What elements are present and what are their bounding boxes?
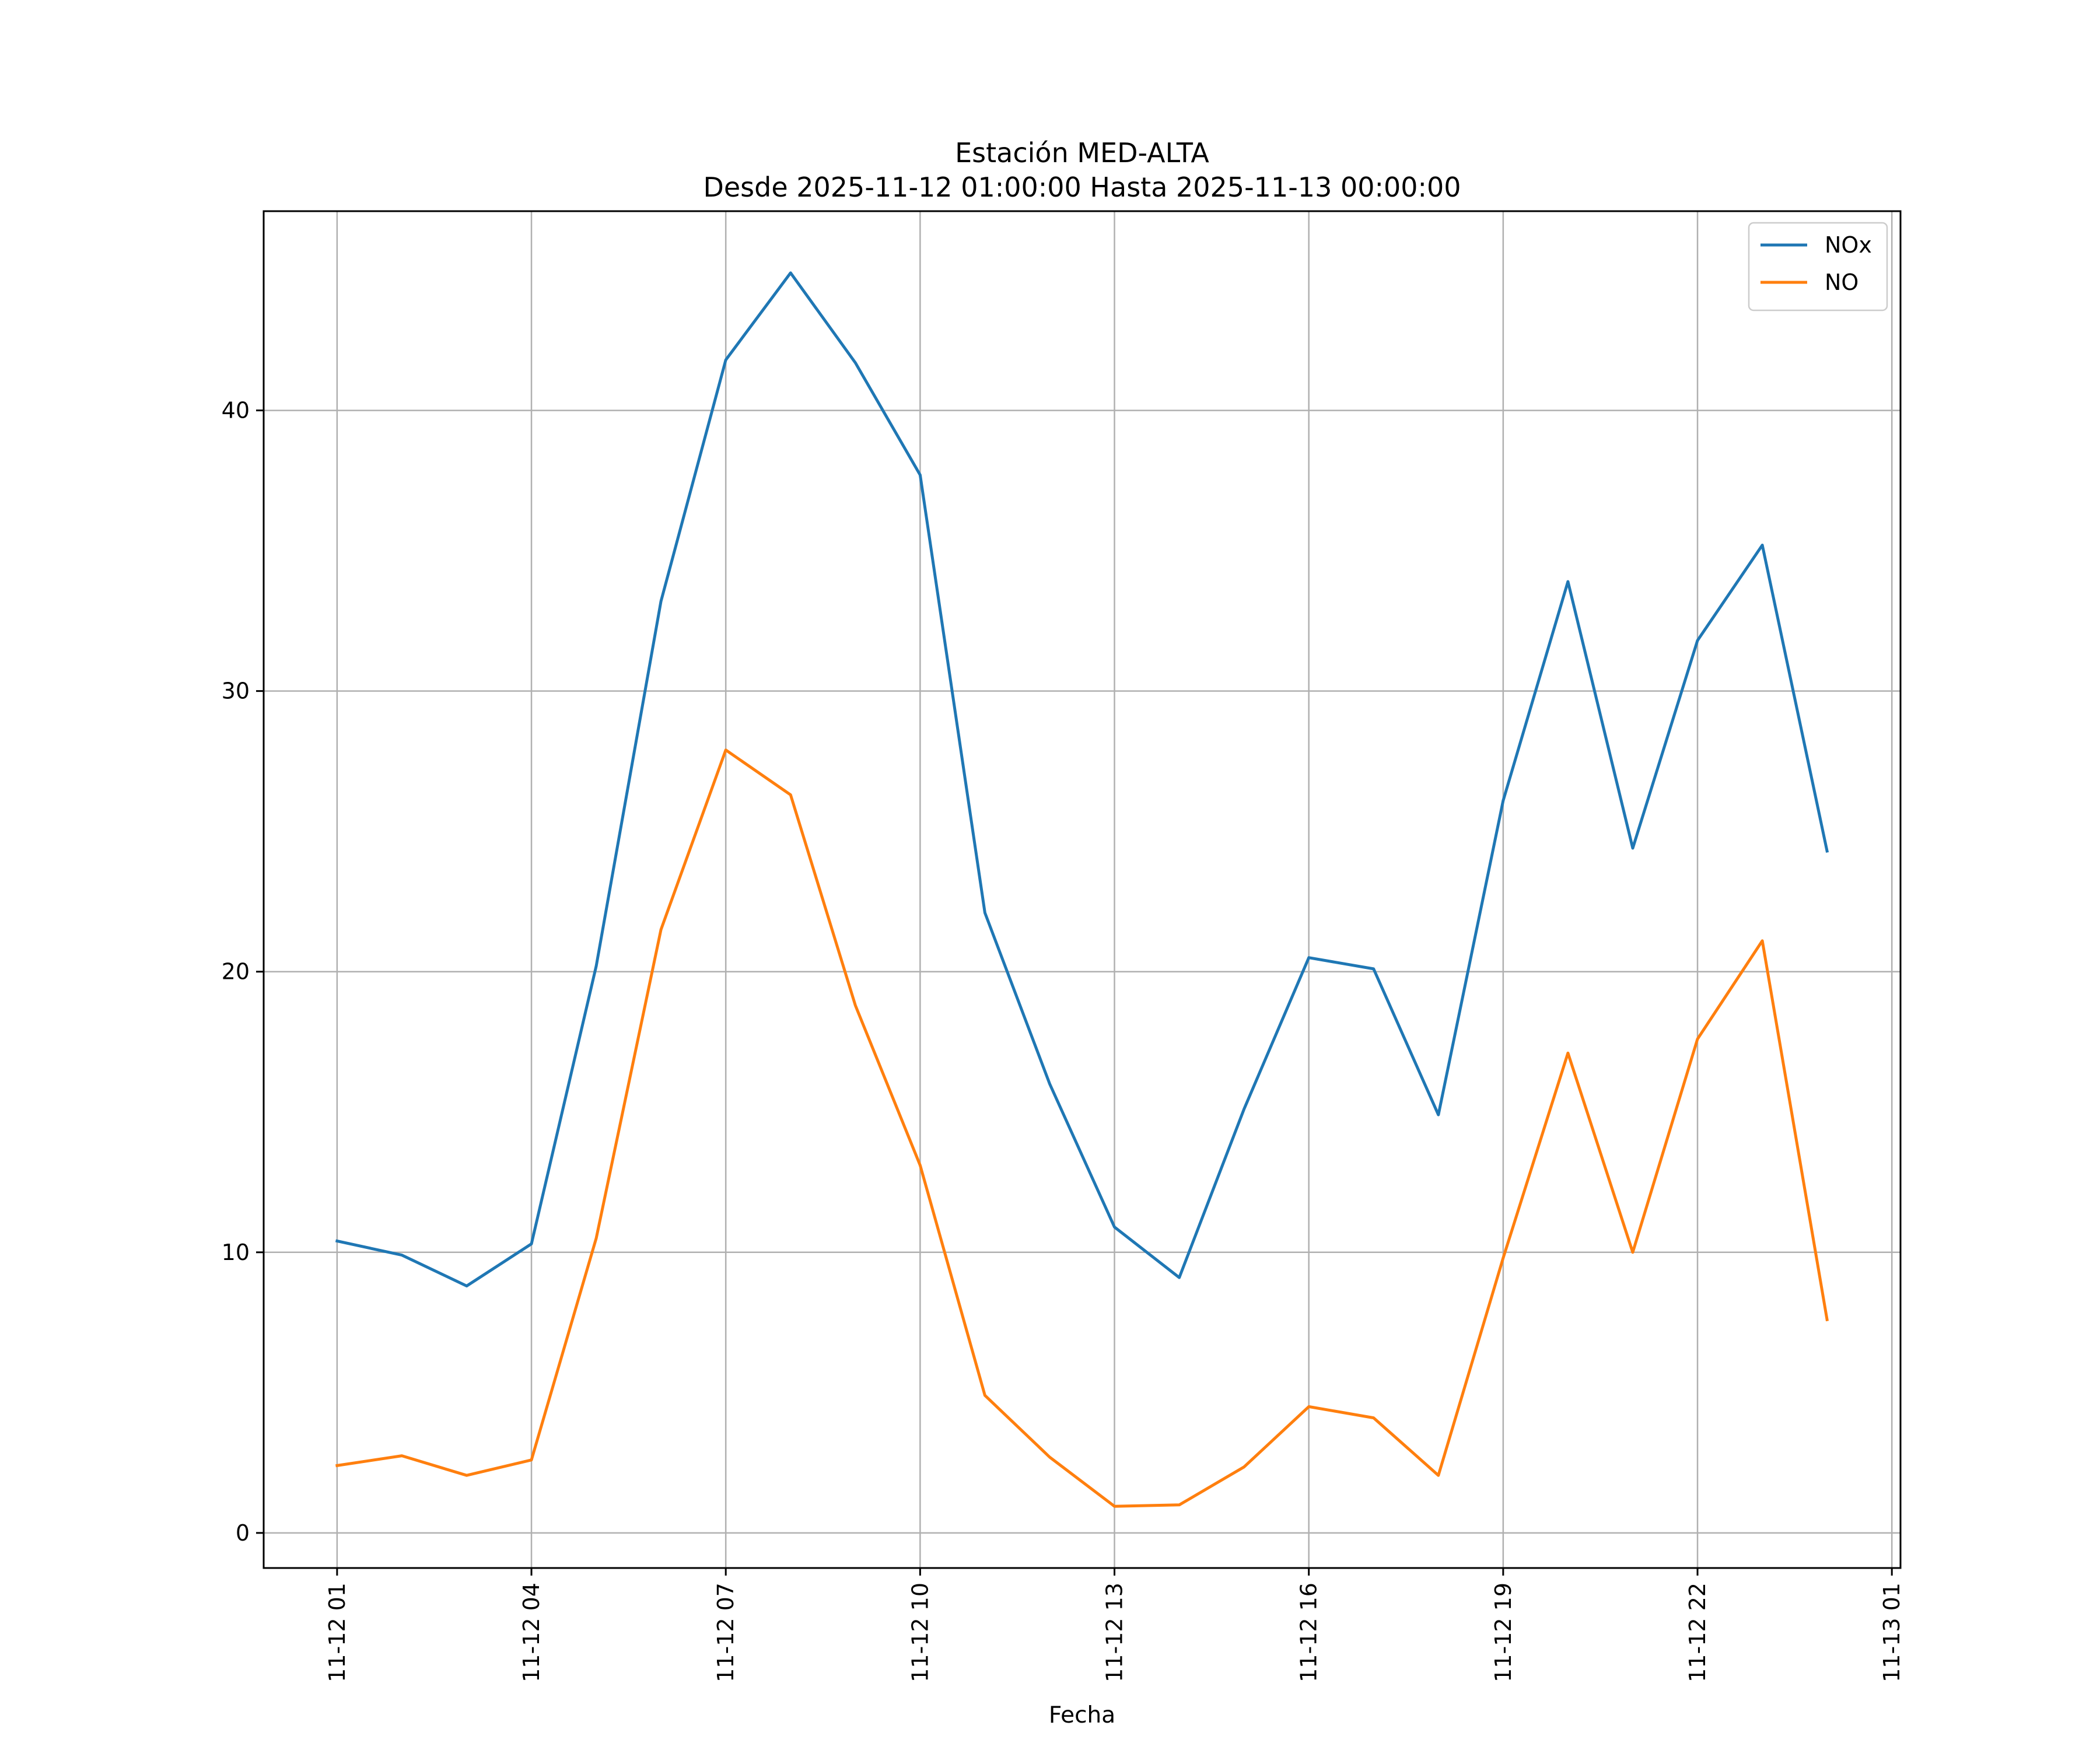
- y-tick-label: 0: [236, 1520, 250, 1546]
- chart-title: Estación MED-ALTA: [955, 137, 1209, 169]
- series-line-nox: [335, 271, 1829, 1287]
- x-axis-label: Fecha: [1049, 1702, 1115, 1728]
- x-tick-label: 11-12 13: [1102, 1583, 1128, 1682]
- plot-frame: [262, 210, 1902, 1569]
- x-tick-label: 11-12 10: [907, 1583, 933, 1682]
- y-tick-label: 30: [222, 678, 250, 704]
- y-axis: 0 10 20 30 40: [222, 398, 264, 1546]
- y-tick-label: 10: [222, 1240, 250, 1265]
- x-tick-label: 11-12 16: [1296, 1583, 1322, 1682]
- grid: [264, 211, 1901, 1568]
- x-tick-label: 11-12 01: [324, 1583, 350, 1682]
- series-line-no: [335, 748, 1829, 1508]
- chart-subtitle: Desde 2025-11-12 01:00:00 Hasta 2025-11-…: [703, 172, 1461, 203]
- x-axis: 11-12 01 11-12 04 11-12 07 11-12 10 11-12 13…: [324, 1568, 1905, 1682]
- y-tick-label: 40: [222, 398, 250, 424]
- legend: NOx NO: [1748, 222, 1888, 312]
- x-tick-label: 11-13 01: [1879, 1583, 1905, 1682]
- legend-label: NOx: [1825, 232, 1872, 258]
- y-tick-label: 20: [222, 959, 250, 985]
- series-lines: [335, 271, 1829, 1508]
- x-tick-label: 11-12 04: [519, 1583, 544, 1682]
- x-tick-label: 11-12 07: [713, 1583, 738, 1682]
- x-tick-label: 11-12 22: [1685, 1583, 1710, 1682]
- legend-label: NO: [1825, 270, 1859, 295]
- x-tick-label: 11-12 19: [1490, 1583, 1516, 1682]
